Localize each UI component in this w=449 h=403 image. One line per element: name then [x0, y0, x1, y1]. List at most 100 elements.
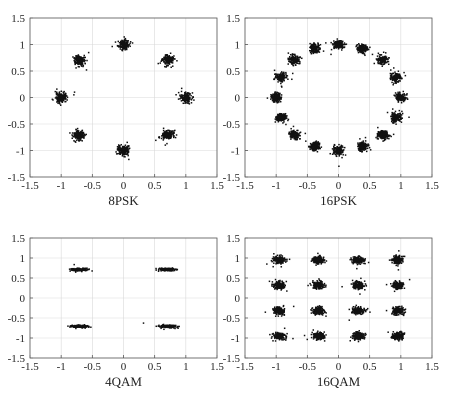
16psk-point	[313, 149, 316, 152]
8psk-point	[122, 151, 125, 154]
4qam-point	[88, 268, 90, 270]
16psk-point	[385, 130, 387, 132]
16psk-point	[391, 120, 393, 122]
16psk-point	[403, 96, 406, 98]
8psk-point	[71, 135, 74, 137]
16psk-point	[344, 154, 347, 156]
16psk-point	[273, 69, 276, 72]
8psk-point	[188, 100, 190, 103]
8psk-point	[119, 151, 121, 154]
16psk-point	[397, 75, 400, 77]
8psk-point	[180, 100, 183, 102]
16psk-point	[383, 57, 386, 60]
4qam-xtick-label-5: 1	[183, 361, 189, 373]
8psk-point	[169, 56, 172, 59]
16psk-point	[297, 129, 299, 132]
16psk-point	[361, 148, 363, 151]
8psk-point	[77, 54, 80, 56]
16psk-point	[342, 146, 344, 149]
16psk-point	[385, 56, 388, 58]
16psk-point	[340, 46, 342, 49]
8psk-point	[185, 92, 187, 95]
4qam-point	[171, 268, 174, 270]
16psk-point	[391, 77, 393, 79]
4qam-point	[162, 323, 165, 326]
8psk-point	[162, 132, 164, 135]
4qam-point	[76, 324, 78, 327]
16psk-point	[280, 85, 283, 87]
8psk-point	[121, 155, 124, 157]
8psk-point	[59, 98, 61, 101]
8psk-point	[124, 46, 126, 48]
8psk-point	[168, 55, 171, 58]
8psk-point	[119, 43, 122, 45]
8psk-point	[85, 133, 87, 136]
4qam-point	[72, 269, 75, 272]
8psk-point	[119, 46, 121, 48]
8psk-point	[187, 102, 189, 105]
16psk-point	[278, 113, 281, 116]
4qam-point	[177, 325, 179, 328]
8psk-point	[119, 41, 122, 44]
8psk-point	[65, 98, 67, 100]
8psk-point	[82, 59, 84, 62]
8psk-point	[77, 137, 79, 139]
16psk-point	[338, 41, 340, 44]
8psk-point	[193, 99, 195, 101]
16psk-point	[313, 42, 315, 44]
4qam-point	[88, 325, 90, 328]
8psk-point	[124, 153, 127, 155]
16psk-point	[397, 119, 399, 121]
16psk-point	[280, 120, 283, 122]
16psk-cluster-12	[329, 143, 347, 168]
8psk-point	[175, 94, 177, 96]
16psk-point	[386, 61, 388, 64]
16psk-point	[341, 151, 344, 154]
16qam-xtick-label-2: -0.5	[299, 361, 317, 373]
8psk-point	[131, 42, 134, 44]
16psk-point	[365, 47, 368, 50]
16psk-point	[383, 61, 386, 63]
16psk-point	[382, 57, 385, 59]
16psk-point	[334, 46, 337, 49]
8psk-point	[76, 61, 79, 63]
16psk-point	[392, 122, 394, 124]
16psk-point	[296, 55, 299, 58]
8psk-point	[182, 98, 185, 101]
16psk-point	[338, 40, 340, 42]
16psk-point	[361, 52, 364, 55]
16psk-point	[340, 149, 343, 152]
8psk-point	[74, 132, 76, 135]
8psk-point	[129, 45, 131, 48]
16psk-point	[393, 94, 395, 97]
8psk-point	[79, 59, 81, 62]
16psk-ytick-label-4: 0.5	[226, 66, 240, 78]
16psk-point	[356, 46, 359, 49]
16psk-point	[380, 130, 382, 132]
16psk-point	[280, 113, 283, 115]
16psk-point	[377, 60, 379, 63]
16psk-point	[360, 43, 363, 45]
8psk-point	[167, 129, 169, 132]
8psk-point	[73, 133, 75, 136]
4qam-point	[174, 327, 176, 330]
8psk-point	[61, 100, 64, 103]
16psk-point	[369, 149, 372, 151]
8psk-point	[167, 136, 170, 138]
8psk-point	[162, 139, 165, 141]
16psk-point	[395, 123, 397, 125]
4qam-cluster-0	[68, 263, 93, 273]
16psk-point	[312, 45, 314, 48]
16psk-point	[272, 94, 274, 96]
8psk-point	[186, 98, 188, 100]
4qam-ytick-label-1: -1	[16, 333, 25, 345]
4qam-point	[77, 326, 79, 328]
16psk-point	[311, 45, 313, 47]
8psk-point	[126, 147, 129, 150]
16psk-point	[384, 135, 386, 138]
16qam-ytick-label-0: -1.5	[223, 353, 241, 365]
16psk-point	[392, 78, 395, 80]
16psk-point	[376, 133, 379, 135]
8psk-point	[125, 44, 127, 46]
16qam-xtick-label-3: 0	[336, 361, 342, 373]
